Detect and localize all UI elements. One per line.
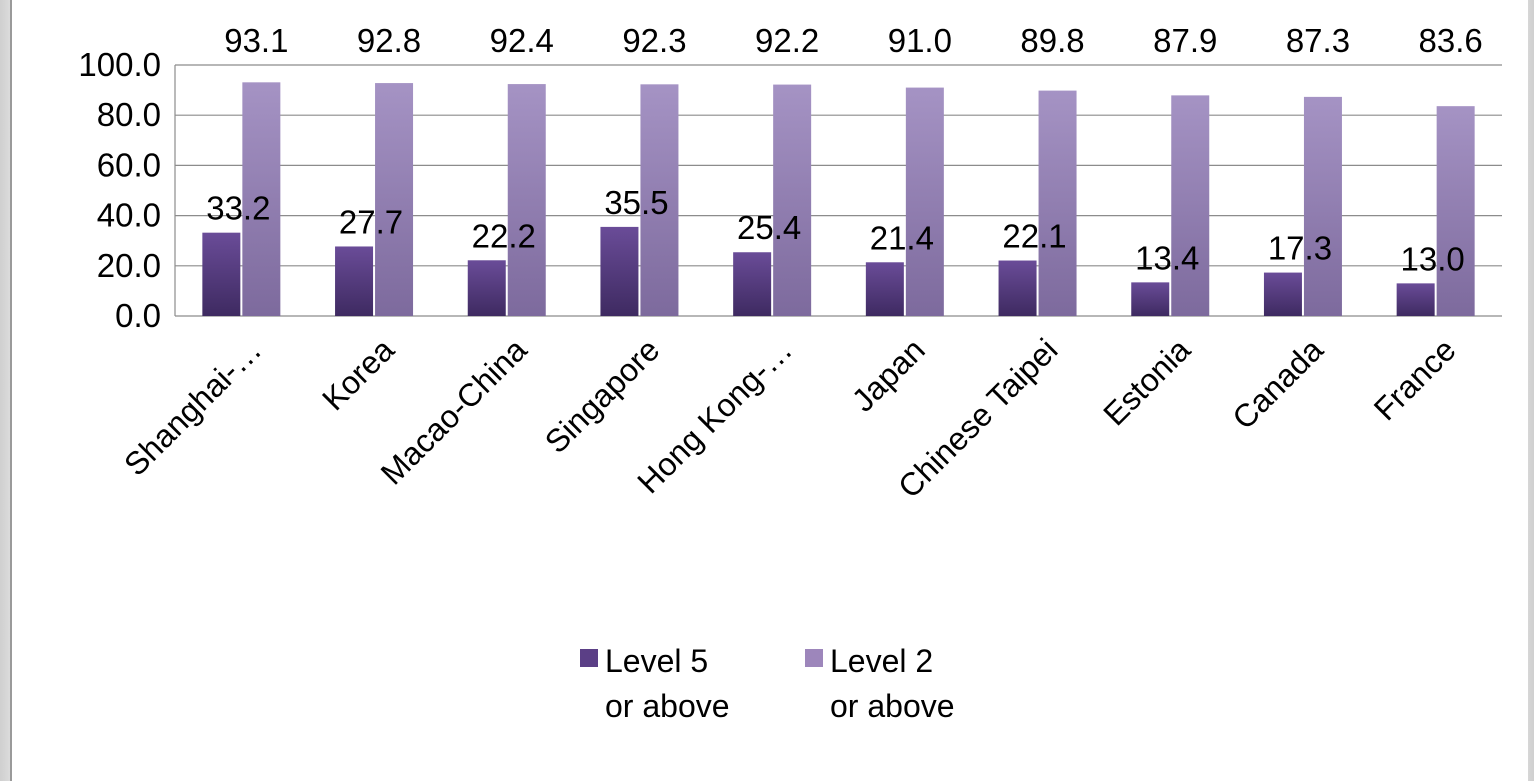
data-label-level2-2: 92.4 [490,22,554,59]
legend-label-1: or above [830,688,955,724]
legend-swatch-0 [580,649,598,667]
y-tick-label: 60.0 [97,146,161,183]
bar-level2-7 [1171,95,1210,316]
y-tick-label: 80.0 [97,96,161,133]
bar-level2-0 [242,82,281,316]
bar-level2-9 [1436,106,1475,316]
y-tick-label: 100.0 [78,46,161,83]
data-label-level2-5: 91.0 [888,22,952,59]
category-label-7: Estonia [1096,331,1197,432]
category-label-1: Korea [315,331,401,417]
data-label-level5-4: 25.4 [737,209,801,246]
bar-level5-3 [600,226,639,316]
y-tick-label: 40.0 [97,197,161,234]
legend-label-0: or above [605,688,730,724]
category-label-0: Shanghai-… [117,331,268,482]
bar-level5-9 [1396,283,1435,316]
bar-level2-4 [773,84,812,316]
bar-level5-7 [1131,282,1170,316]
data-label-level5-0: 33.2 [206,190,270,227]
data-labels: 33.2 27.7 22.2 35.5 25.4 21.4 22.1 13.4 17.3 13.0… [206,22,1483,277]
bar-level5-2 [467,260,506,316]
legend: Level 5 or above Level 2 or above [580,643,955,724]
data-label-level5-1: 27.7 [339,203,403,240]
data-label-level2-4: 92.2 [755,22,819,59]
data-label-level2-0: 93.1 [224,22,288,59]
legend-label-0: Level 5 [605,643,708,679]
bars [202,82,1475,317]
data-label-level5-3: 35.5 [604,184,668,221]
y-tick-label: 20.0 [97,247,161,284]
bar-level5-1 [335,246,374,316]
legend-swatch-1 [805,649,823,667]
category-label-3: Singapore [538,331,667,460]
data-label-level5-8: 17.3 [1268,230,1332,267]
y-axis: 0.0 20.0 40.0 60.0 80.0 100.0 [78,46,176,334]
data-label-level2-6: 89.8 [1020,22,1084,59]
data-label-level2-9: 83.6 [1419,22,1483,59]
legend-label-1: Level 2 [830,643,933,679]
bar-level2-5 [905,87,944,316]
category-label-8: Canada [1225,331,1330,436]
data-label-level5-9: 13.0 [1401,240,1465,277]
data-label-level2-3: 92.3 [622,22,686,59]
chart-panel: 0.0 20.0 40.0 60.0 80.0 100.0 33.2 27.7 22.2 35.… [10,0,1528,781]
category-label-5: Japan [845,331,932,418]
data-label-level2-7: 87.9 [1153,22,1217,59]
bar-level2-2 [507,84,546,317]
bar-level2-3 [640,84,679,317]
category-label-9: France [1367,331,1463,427]
y-tick-label: 0.0 [115,297,161,334]
bar-level5-0 [202,232,241,316]
bar-level5-5 [865,262,904,316]
bar-level5-6 [998,260,1037,316]
bar-level2-1 [375,83,414,317]
data-label-level5-5: 21.4 [870,219,934,256]
data-label-level5-2: 22.2 [472,217,536,254]
data-label-level5-6: 22.1 [1002,218,1066,255]
bar-level5-8 [1263,272,1302,316]
data-label-level2-1: 92.8 [357,22,421,59]
data-label-level2-8: 87.3 [1286,22,1350,59]
bar-level2-8 [1303,96,1342,316]
bar-level5-4 [733,252,772,316]
data-label-level5-7: 13.4 [1135,239,1199,276]
bar-level2-6 [1038,90,1077,317]
bar-chart: 0.0 20.0 40.0 60.0 80.0 100.0 33.2 27.7 22.2 35.… [78,22,1502,724]
gridlines [175,64,1502,317]
